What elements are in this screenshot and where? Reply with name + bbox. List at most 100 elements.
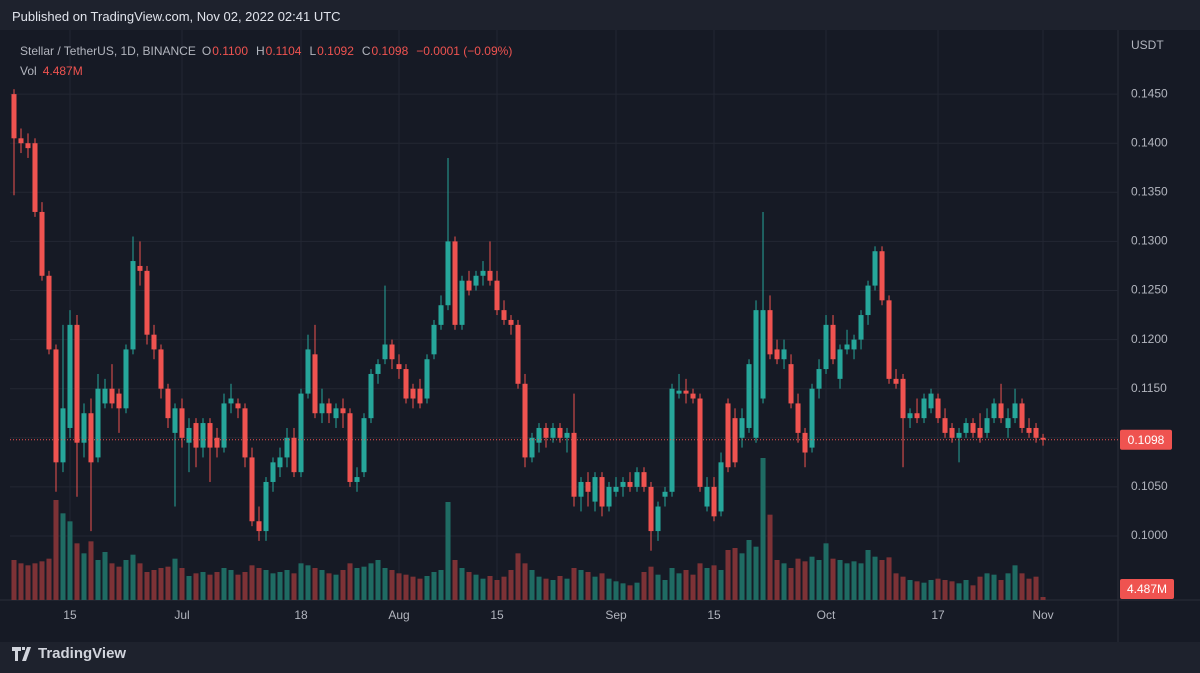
candle-body [1040, 437, 1046, 440]
volume-bar [291, 573, 297, 600]
volume-bar [249, 565, 255, 600]
volume-bar [172, 558, 178, 600]
candle-body [802, 432, 808, 453]
y-tick-label: 0.1300 [1131, 234, 1168, 248]
candle-body [837, 349, 843, 379]
x-tick-label: 15 [490, 608, 504, 622]
candle-body [11, 94, 17, 139]
candle-body [655, 506, 661, 532]
volume-bar [753, 546, 759, 600]
volume-bar [60, 513, 66, 600]
candle-body [865, 285, 871, 316]
candle-body [431, 324, 437, 355]
volume-bar [718, 570, 724, 600]
volume-bar [46, 558, 52, 600]
volume-bar [1033, 576, 1039, 600]
volume-bar [473, 574, 479, 600]
volume-bar [830, 558, 836, 600]
candle-body [697, 398, 703, 487]
candle-body [403, 369, 409, 399]
volume-bar [200, 572, 206, 600]
volume-bar [1026, 578, 1032, 600]
candle-body [270, 462, 276, 482]
candle-body [67, 324, 73, 428]
volume-bar [956, 583, 962, 600]
candle-body [410, 388, 416, 399]
volume-bar [25, 565, 31, 600]
volume-bar [193, 573, 199, 600]
volume-bar [872, 556, 878, 600]
candle-body [893, 378, 899, 384]
y-axis-label: USDT [1131, 38, 1164, 52]
candle-body [473, 275, 479, 286]
y-tick-label: 0.1350 [1131, 184, 1168, 198]
volume-bar [739, 553, 745, 600]
candle-body [746, 364, 752, 428]
candle-body [942, 418, 948, 433]
candle-body [424, 359, 430, 399]
volume-bar [711, 565, 717, 600]
candle-body [172, 408, 178, 433]
volume-bar [704, 568, 710, 600]
volume-bar [1005, 573, 1011, 600]
last-volume-label: 4.487M [1127, 582, 1167, 596]
volume-bar [557, 576, 563, 600]
legend-row: Stellar / TetherUS, 1D, BINANCE O0.1100 H0… [20, 41, 520, 61]
candle-body [179, 408, 185, 438]
candle-body [396, 364, 402, 370]
volume-bar [963, 580, 969, 600]
volume-bar [1019, 573, 1025, 600]
volume-bar [123, 560, 129, 600]
candle-body [130, 261, 136, 350]
volume-bar [368, 563, 374, 600]
volume-bar [228, 570, 234, 600]
volume-bar [431, 572, 437, 600]
candle-body [109, 388, 115, 404]
volume-bar [669, 568, 675, 600]
candle-body [88, 413, 94, 463]
candle-body [354, 477, 360, 482]
candle-body [487, 270, 493, 281]
candle-body [18, 138, 24, 144]
volume-bar [109, 563, 115, 600]
candle-body [102, 388, 108, 404]
candle-body [291, 437, 297, 473]
candle-body [1005, 418, 1011, 428]
candle-body [830, 324, 836, 360]
volume-bar [319, 570, 325, 600]
volume-bar [564, 578, 570, 600]
candle-body [774, 349, 780, 360]
volume-bar [452, 560, 458, 600]
volume-bar [984, 573, 990, 600]
volume-bar [438, 570, 444, 600]
volume-bar [424, 576, 430, 600]
volume-bar [53, 500, 59, 600]
candle-body [501, 310, 507, 320]
candle-body [1019, 403, 1025, 428]
volume-bar [536, 576, 542, 600]
volume-bar [662, 580, 668, 600]
volume-bar [81, 553, 87, 600]
volume-bar [18, 563, 24, 600]
volume-bar [676, 573, 682, 600]
candle-body [739, 418, 745, 438]
volume-bar [802, 561, 808, 600]
x-tick-label: Nov [1032, 608, 1053, 622]
volume-bar [844, 563, 850, 600]
candle-body [676, 390, 682, 394]
candle-body [123, 349, 129, 409]
candle-body [711, 486, 717, 517]
candle-body [592, 477, 598, 502]
candle-body [809, 388, 815, 448]
candle-body [46, 275, 52, 350]
candle-body [564, 432, 570, 438]
volume-bar [151, 570, 157, 600]
volume-bar [767, 514, 773, 600]
y-tick-label: 0.1200 [1131, 332, 1168, 346]
volume-bar [130, 554, 136, 600]
volume-bar [613, 581, 619, 600]
volume-bar [340, 570, 346, 600]
candle-body [340, 408, 346, 414]
axes: 0.10000.10500.11000.11500.12000.12500.13… [10, 86, 1174, 622]
volume-bar [760, 458, 766, 600]
